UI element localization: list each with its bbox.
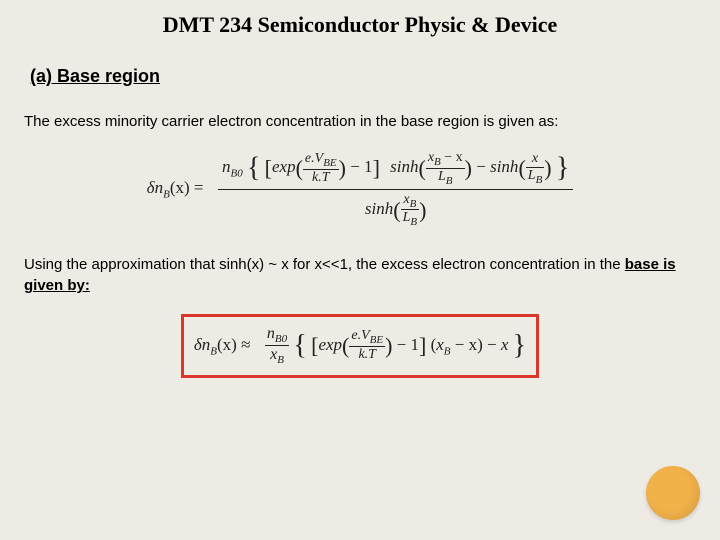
intro-paragraph: The excess minority carrier electron con…	[24, 111, 696, 132]
equation-2-container: δnB(x) ≈ nB0 xB { [exp(e.VBEk.T) − 1] (x…	[24, 314, 696, 377]
page-title: DMT 234 Semiconductor Physic & Device	[24, 12, 696, 38]
approximation-paragraph: Using the approximation that sinh(x) ~ x…	[24, 254, 696, 296]
decorative-circle-icon	[646, 466, 700, 520]
equation-2-highlight: δnB(x) ≈ nB0 xB { [exp(e.VBEk.T) − 1] (x…	[181, 314, 539, 377]
eq1-lhs: δn	[147, 178, 163, 197]
equation-1: δnB(x) = nB0 { [exp(e.VBEk.T) − 1] sinh(…	[24, 150, 696, 228]
section-heading: (a) Base region	[30, 66, 696, 87]
